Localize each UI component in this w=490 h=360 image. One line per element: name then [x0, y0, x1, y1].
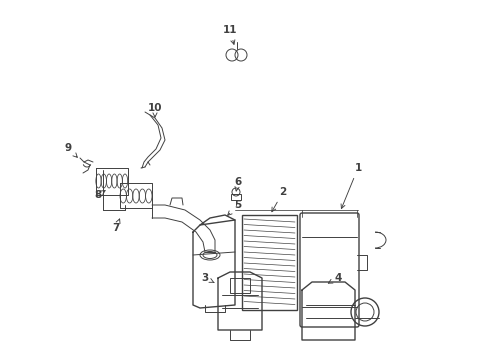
Text: 10: 10 [148, 103, 162, 117]
Text: 6: 6 [234, 177, 242, 191]
Text: 3: 3 [201, 273, 214, 283]
Text: 8: 8 [95, 190, 105, 200]
Text: 4: 4 [328, 273, 342, 283]
Bar [230, 278, 250, 293]
Text: 5: 5 [228, 200, 242, 215]
Text: 1: 1 [341, 163, 362, 208]
Bar [242, 215, 297, 310]
Text: 7: 7 [112, 219, 120, 233]
Bar [231, 194, 241, 200]
Text: 11: 11 [223, 25, 237, 44]
Text: 9: 9 [65, 143, 77, 157]
Text: 2: 2 [272, 187, 287, 212]
